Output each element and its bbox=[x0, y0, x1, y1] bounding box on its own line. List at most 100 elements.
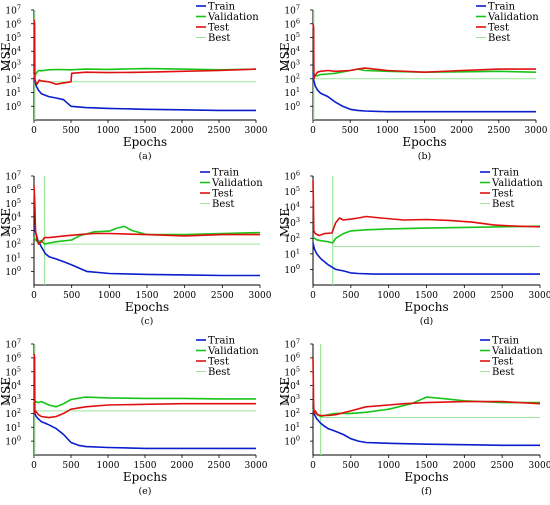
legend-entry: Best bbox=[488, 33, 510, 44]
x-tick-label: 1500 bbox=[415, 461, 438, 471]
legend-entry: Best bbox=[208, 33, 230, 44]
series-line-test bbox=[312, 180, 541, 237]
y-tick-label: 107 bbox=[5, 170, 21, 183]
legend-entry: Train bbox=[492, 168, 520, 179]
legend-entry: Test bbox=[488, 23, 509, 34]
x-tick-label: 1000 bbox=[98, 291, 121, 301]
series-line-train bbox=[312, 242, 540, 275]
x-tick-label: 2000 bbox=[171, 126, 194, 136]
x-tick-label: 2500 bbox=[487, 126, 510, 136]
y-tick-label: 102 bbox=[284, 232, 300, 245]
x-tick-label: 0 bbox=[31, 461, 37, 471]
y-tick-label: 101 bbox=[5, 251, 21, 264]
x-tick-label: 1500 bbox=[136, 291, 159, 301]
x-tick-label: 2000 bbox=[453, 461, 476, 471]
series-line-test bbox=[312, 23, 536, 80]
x-tick-label: 0 bbox=[31, 126, 37, 136]
legend-entry: Validation bbox=[211, 178, 263, 189]
x-tick-label: 1000 bbox=[377, 461, 400, 471]
y-tick-label: 104 bbox=[5, 210, 21, 223]
series-line-test bbox=[33, 19, 257, 85]
x-tick-label: 500 bbox=[342, 126, 359, 136]
y-tick-label: 107 bbox=[5, 4, 21, 17]
y-axis-title: MSE bbox=[0, 208, 13, 237]
x-tick-label: 0 bbox=[310, 126, 316, 136]
y-tick-label: 106 bbox=[284, 170, 300, 183]
panel-label: (a) bbox=[138, 151, 151, 162]
x-tick-label: 3000 bbox=[245, 126, 268, 136]
x-axis-title: Epochs bbox=[123, 135, 167, 149]
legend-entry: Test bbox=[492, 189, 513, 200]
legend-entry: Best bbox=[208, 367, 230, 378]
y-tick-label: 104 bbox=[284, 379, 300, 392]
x-tick-label: 1500 bbox=[413, 126, 436, 136]
x-tick-label: 2500 bbox=[491, 291, 514, 301]
x-tick-label: 3000 bbox=[245, 461, 268, 471]
x-tick-label: 3000 bbox=[249, 291, 272, 301]
legend-entry: Best bbox=[212, 199, 234, 210]
y-tick-label: 100 bbox=[5, 435, 21, 448]
x-tick-label: 500 bbox=[342, 461, 359, 471]
series-line-validation bbox=[33, 67, 257, 78]
x-axis-title: Epochs bbox=[125, 300, 169, 314]
x-tick-label: 500 bbox=[63, 291, 80, 301]
y-tick-label: 101 bbox=[5, 421, 21, 434]
series-line-validation bbox=[33, 396, 256, 408]
chart-panel-5: 0 500 1000 1500 2000 2500 30001001011021031041… bbox=[0, 336, 268, 498]
x-axis-title: Epochs bbox=[404, 300, 448, 314]
series-line-validation bbox=[312, 396, 540, 418]
series-line-test bbox=[33, 353, 256, 419]
legend-entry: Test bbox=[212, 189, 233, 200]
panel-label: (e) bbox=[138, 486, 151, 497]
legend-entry: Train bbox=[208, 336, 236, 347]
legend-entry: Validation bbox=[487, 12, 539, 23]
series-line-train bbox=[33, 410, 256, 450]
chart-panel-2: 0 500 1000 1500 2000 2500 30001001011021031041… bbox=[278, 2, 548, 163]
series-line-train bbox=[33, 226, 260, 277]
panel-label: (d) bbox=[420, 316, 434, 327]
y-tick-label: 106 bbox=[5, 351, 21, 364]
x-tick-label: 0 bbox=[310, 291, 316, 301]
legend-entry: Validation bbox=[491, 178, 543, 189]
chart-panel-3: 0 500 1000 1500 2000 2500 30001001011021031041… bbox=[0, 168, 272, 328]
y-tick-label: 103 bbox=[5, 393, 21, 406]
x-tick-label: 1000 bbox=[376, 126, 399, 136]
y-tick-label: 104 bbox=[5, 45, 21, 58]
x-tick-label: 2500 bbox=[208, 461, 231, 471]
y-tick-label: 107 bbox=[284, 338, 300, 351]
y-axis-title: MSE bbox=[278, 42, 292, 71]
y-tick-label: 101 bbox=[284, 86, 300, 99]
y-tick-label: 103 bbox=[5, 59, 21, 72]
x-tick-label: 1000 bbox=[97, 461, 120, 471]
y-tick-label: 107 bbox=[5, 338, 21, 351]
legend-entry: Validation bbox=[491, 346, 543, 357]
y-tick-label: 102 bbox=[5, 72, 21, 85]
y-tick-label: 101 bbox=[284, 247, 300, 260]
y-tick-label: 103 bbox=[5, 224, 21, 237]
x-tick-label: 3000 bbox=[529, 291, 550, 301]
x-tick-label: 500 bbox=[62, 461, 79, 471]
x-axis-title: Epochs bbox=[123, 470, 167, 484]
y-tick-label: 105 bbox=[284, 31, 300, 44]
y-tick-label: 106 bbox=[5, 183, 21, 196]
y-tick-label: 105 bbox=[5, 31, 21, 44]
x-axis-title: Epochs bbox=[404, 470, 448, 484]
y-tick-label: 103 bbox=[284, 59, 300, 72]
x-tick-label: 1500 bbox=[415, 291, 438, 301]
legend-entry: Test bbox=[208, 23, 229, 34]
chart-panel-6: 0 500 1000 1500 2000 2500 30001001011021031041… bbox=[278, 336, 550, 498]
legend-entry: Train bbox=[488, 2, 516, 13]
y-tick-label: 105 bbox=[284, 185, 300, 198]
x-tick-label: 2500 bbox=[491, 461, 514, 471]
x-tick-label: 1500 bbox=[134, 126, 157, 136]
y-tick-label: 106 bbox=[284, 351, 300, 364]
chart-panel-1: 0 500 1000 1500 2000 2500 30001001011021031041… bbox=[0, 2, 268, 163]
x-tick-label: 3000 bbox=[529, 461, 550, 471]
series-line-train bbox=[312, 72, 536, 113]
x-tick-label: 2500 bbox=[211, 291, 234, 301]
x-tick-label: 1000 bbox=[377, 291, 400, 301]
y-tick-label: 105 bbox=[5, 365, 21, 378]
y-tick-label: 102 bbox=[5, 407, 21, 420]
y-tick-label: 106 bbox=[284, 17, 300, 30]
